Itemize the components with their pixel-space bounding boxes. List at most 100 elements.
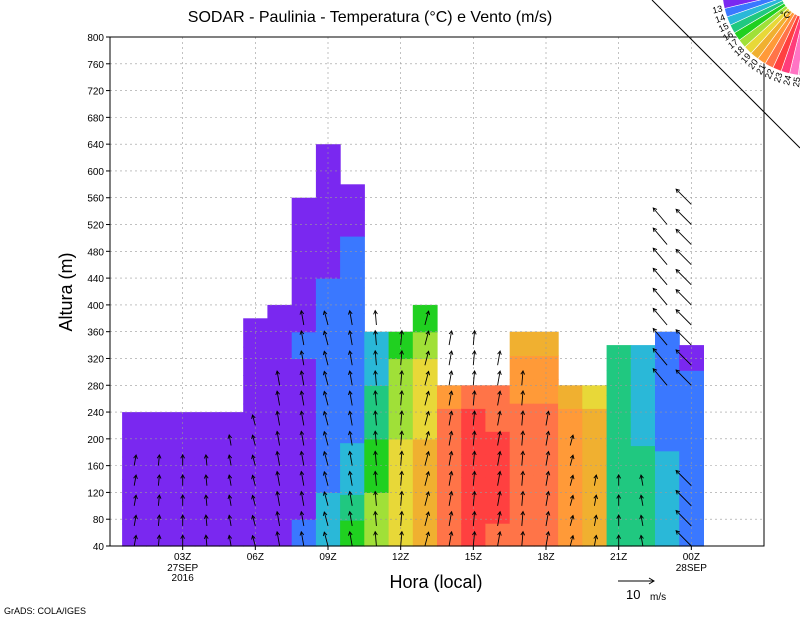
temperature-cell: [194, 412, 220, 435]
wind-arrow-head: [639, 514, 644, 520]
wind-arrow-head: [203, 494, 209, 499]
wind-arrow-shaft: [228, 434, 232, 446]
wind-arrow-shaft: [472, 411, 476, 426]
temperature-cell: [219, 479, 244, 502]
wind-arrow-shaft: [652, 368, 668, 386]
y-axis-ticks: 40 80 120 160 200 240 280 320 360 400 440 480 520 560…: [87, 33, 110, 553]
wind-arrow-head: [180, 534, 185, 539]
wind-arrow-shaft: [133, 475, 137, 486]
wind-arrow-head: [227, 534, 233, 540]
wind-arrow-head: [322, 370, 328, 376]
wind-arrow-shaft: [133, 454, 137, 466]
temperature-cell: [291, 278, 317, 306]
wind-arrow-head: [497, 430, 502, 436]
wind-arrow-shaft: [374, 531, 377, 547]
temperature-cell: [606, 445, 632, 472]
temperature-cell: [630, 345, 656, 371]
wind-arrow-shaft: [448, 411, 453, 426]
wind-arrow-shaft: [205, 535, 208, 547]
wind-arrow-head: [569, 514, 575, 520]
temperature-cell: [194, 523, 220, 547]
wind-arrow-shaft: [448, 330, 453, 346]
colorbar-level-label: 24: [781, 74, 793, 86]
colorbar-level-label: 13: [711, 3, 723, 15]
wind-arrow-head: [322, 470, 328, 476]
temperature-cell: [582, 431, 608, 455]
wind-arrow-shaft: [675, 228, 692, 245]
wind-arrow-shaft: [133, 535, 137, 547]
wind-arrow-head: [520, 490, 526, 496]
wind-arrow-shaft: [276, 491, 281, 506]
wind-arrow-head: [425, 511, 431, 517]
wind-arrow-head: [180, 514, 185, 519]
wind-arrow-shaft: [374, 370, 377, 386]
wind-arrow-shaft: [349, 310, 353, 326]
wind-arrow-shaft: [400, 431, 403, 446]
temperature-cell: [291, 412, 317, 440]
wind-arrow-head: [675, 369, 681, 374]
colorbar-level-label: 21: [754, 63, 768, 77]
wind-arrow-shaft: [569, 455, 574, 466]
wind-arrow-head: [472, 349, 477, 355]
wind-arrow-head: [299, 350, 305, 355]
y-tick-label: 320: [87, 354, 104, 365]
scale-arrow-head: [648, 577, 655, 585]
temperature-cell: [412, 465, 438, 493]
x-tick-date-label: 2016: [172, 573, 195, 584]
wind-arrow-head: [203, 534, 209, 540]
wind-arrow-head: [133, 534, 138, 540]
wind-arrow-head: [472, 369, 477, 375]
y-tick-label: 680: [87, 113, 104, 124]
wind-arrow-shaft: [472, 531, 476, 547]
temperature-cell: [606, 345, 632, 371]
wind-arrow-head: [373, 369, 378, 375]
wind-arrow-shaft: [497, 411, 501, 426]
wind-arrow-shaft: [675, 208, 692, 225]
wind-arrow-shaft: [545, 411, 549, 426]
temperature-cell: [340, 442, 365, 470]
wind-arrow-shaft: [228, 454, 232, 466]
wind-arrow-head: [545, 450, 551, 456]
y-tick-label: 520: [87, 221, 104, 232]
wind-arrow-head: [347, 430, 353, 436]
wind-arrow-shaft: [569, 434, 574, 446]
wind-arrow-head: [497, 410, 502, 416]
wind-arrow-shaft: [652, 308, 668, 326]
temperature-cell: [146, 479, 172, 502]
wind-arrow-shaft: [400, 491, 403, 506]
wind-arrow-shaft: [521, 471, 524, 486]
temperature-cell: [412, 492, 438, 520]
wind-arrow-head: [593, 514, 599, 520]
wind-arrow-shaft: [424, 491, 430, 506]
colorbar-divider: [651, 0, 800, 149]
wind-arrow-head: [275, 530, 280, 536]
x-tick-date-label: 27SEP: [167, 563, 198, 574]
temperature-cell: [267, 438, 293, 467]
wind-arrow-shaft: [675, 349, 692, 366]
wind-arrow-head: [675, 349, 681, 354]
wind-arrow-shaft: [472, 390, 476, 406]
wind-arrow-head: [347, 309, 353, 315]
temperature-cell: [630, 445, 656, 472]
wind-arrow-head: [652, 327, 658, 333]
footer-credit: GrADS: COLA/IGES: [4, 606, 86, 616]
wind-arrow-head: [520, 510, 526, 516]
wind-arrow-shaft: [424, 310, 430, 326]
wind-arrow-shaft: [323, 411, 329, 426]
temperature-cell: [582, 523, 608, 547]
wind-arrow-shaft: [652, 288, 668, 306]
x-tick-date-label: 28SEP: [676, 563, 707, 574]
colorbar-level-label: 20: [746, 57, 760, 71]
wind-arrow-shaft: [205, 515, 208, 526]
wind-arrow-shaft: [640, 515, 644, 526]
wind-arrow-shaft: [323, 391, 329, 406]
temperature-cell: [606, 395, 632, 421]
temperature-cell: [558, 454, 583, 478]
wind-arrow-shaft: [252, 475, 256, 486]
wind-arrow-head: [616, 494, 621, 499]
wind-arrow-shaft: [497, 451, 501, 466]
wind-arrow-shaft: [300, 471, 305, 486]
wind-arrow-head: [399, 369, 404, 375]
